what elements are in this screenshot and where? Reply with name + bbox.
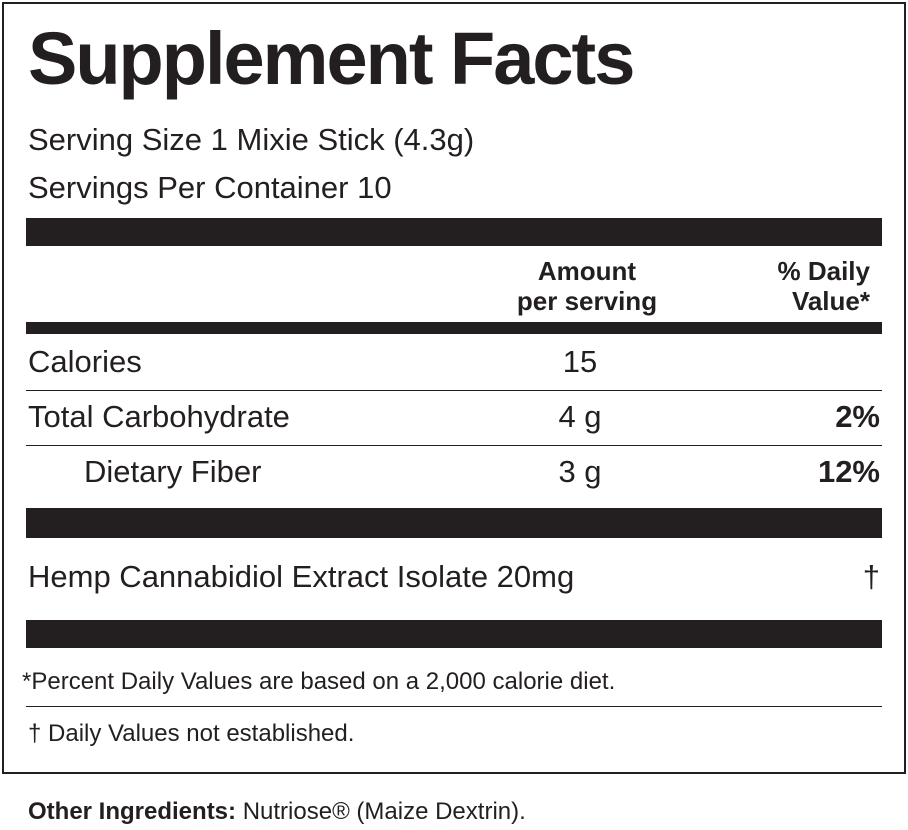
label-border <box>2 2 906 774</box>
thick-bar <box>26 508 882 538</box>
row-daily-value: 2% <box>835 399 880 434</box>
thick-bar <box>26 620 882 648</box>
serving-size: Serving Size 1 Mixie Stick (4.3g) <box>28 122 475 157</box>
footnote: † Daily Values not established. <box>28 720 355 747</box>
amount-header: per serving <box>516 286 658 316</box>
row-amount: 3 g <box>558 454 602 489</box>
other-ingredients-label: Other Ingredients: <box>28 798 237 825</box>
servings-per-container: Servings Per Container 10 <box>28 170 392 205</box>
dv-header: % Daily <box>777 256 871 286</box>
extract-name: Hemp Cannabidiol Extract Isolate 20mg <box>28 559 575 594</box>
thick-bar <box>26 218 882 246</box>
row-daily-value: 12% <box>817 454 880 489</box>
footnote-rule <box>26 706 882 707</box>
title: Supplement Facts <box>28 17 635 100</box>
other-ingredients: Other Ingredients: Nutriose® (Maize Dext… <box>28 800 526 824</box>
row-name: Total Carbohydrate <box>28 399 290 434</box>
row-amount: 4 g <box>558 399 602 434</box>
other-ingredients-text: Nutriose® (Maize Dextrin). <box>242 798 526 825</box>
row-amount: 15 <box>562 344 598 379</box>
row-name: Dietary Fiber <box>84 454 262 489</box>
row-rule <box>26 445 882 446</box>
extract-daily-value: † <box>862 559 880 594</box>
footnote: *Percent Daily Values are based on a 2,0… <box>22 668 616 695</box>
medium-bar <box>26 322 882 334</box>
row-name: Calories <box>28 344 142 379</box>
dv-header: Value* <box>791 286 870 316</box>
amount-header: Amount <box>537 256 637 286</box>
row-rule <box>26 390 882 391</box>
